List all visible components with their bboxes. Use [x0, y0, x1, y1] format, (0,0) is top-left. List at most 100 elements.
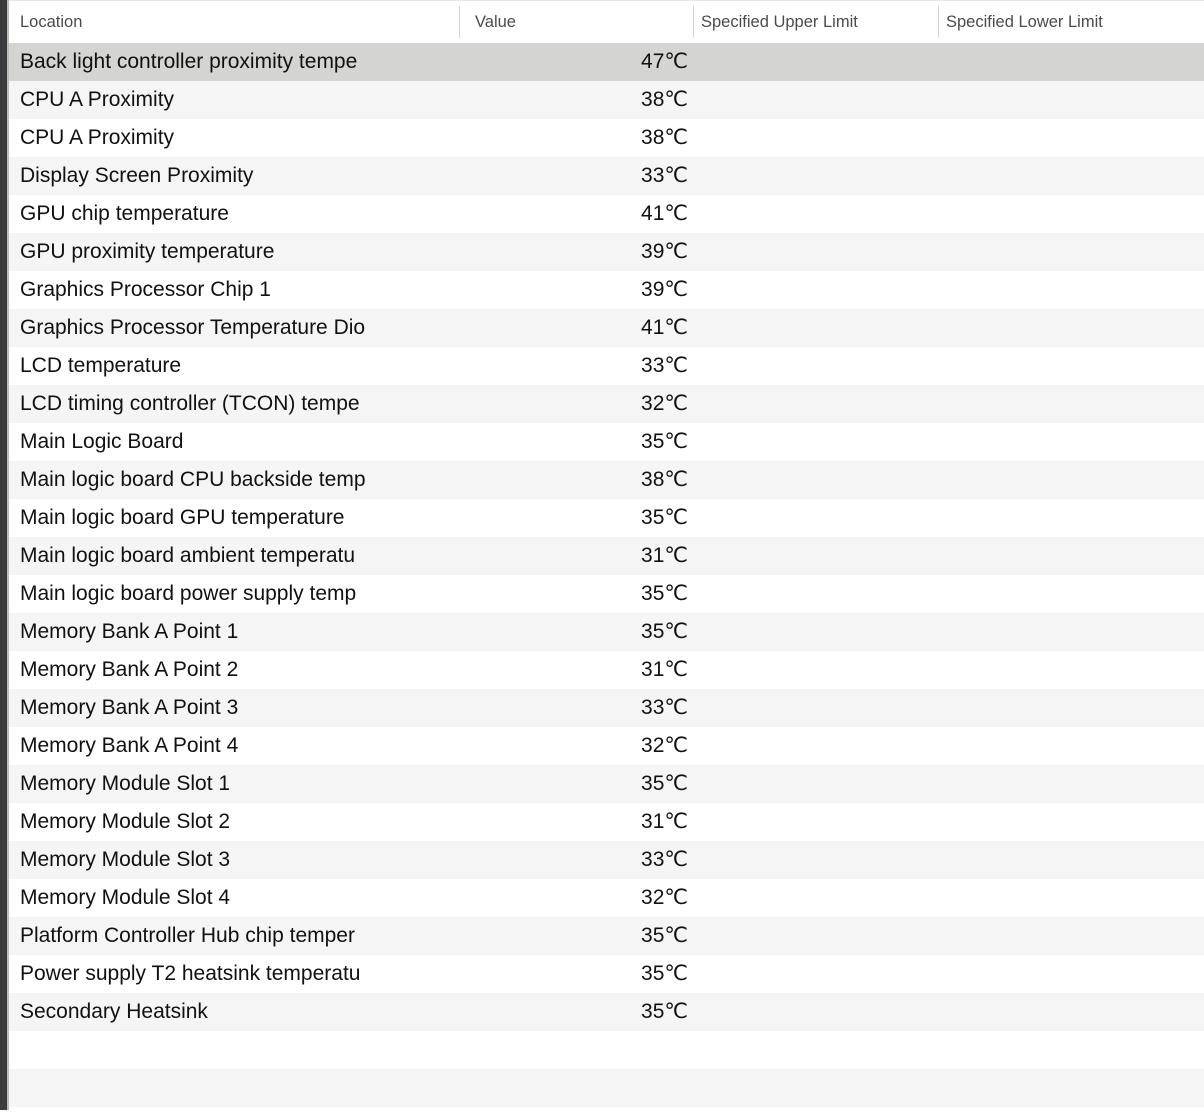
- location-cell: CPU A Proximity: [20, 88, 175, 111]
- table-row[interactable]: Memory Module Slot 2 31℃: [9, 803, 1204, 841]
- table-row[interactable]: Memory Bank A Point 4 32℃: [9, 727, 1204, 765]
- table-row[interactable]: GPU proximity temperature 39℃: [9, 233, 1204, 271]
- table-header: Location Value Specified Upper Limit Spe…: [9, 0, 1204, 43]
- location-cell: Memory Module Slot 2: [20, 810, 231, 833]
- location-cell: GPU proximity temperature: [20, 240, 275, 263]
- lower-limit-cell: [939, 879, 1204, 917]
- table-row[interactable]: LCD timing controller (TCON) tempe 32℃: [9, 385, 1204, 423]
- location-cell: Main logic board CPU backside temp: [20, 468, 366, 491]
- table-row[interactable]: Back light controller proximity tempe 47…: [9, 43, 1204, 81]
- lower-limit-cell: [939, 81, 1204, 119]
- upper-limit-cell: [694, 955, 939, 993]
- lower-limit-cell: [939, 651, 1204, 689]
- lower-limit-cell: [939, 993, 1204, 1031]
- table-row[interactable]: Main logic board ambient temperatu 31℃: [9, 537, 1204, 575]
- location-cell: Memory Module Slot 3: [20, 848, 231, 871]
- location-cell: Back light controller proximity tempe: [20, 50, 358, 73]
- upper-limit-cell: [694, 385, 939, 423]
- value-cell: 35℃: [641, 506, 688, 529]
- value-cell: 39℃: [641, 278, 688, 301]
- upper-limit-cell: [694, 43, 939, 81]
- value-cell: 33℃: [641, 848, 688, 871]
- lower-limit-cell: [939, 727, 1204, 765]
- table-row[interactable]: Memory Module Slot 3 33℃: [9, 841, 1204, 879]
- lower-limit-cell: [939, 499, 1204, 537]
- lower-limit-cell: [939, 955, 1204, 993]
- value-cell: 33℃: [641, 696, 688, 719]
- lower-limit-cell: [939, 119, 1204, 157]
- table-row[interactable]: Secondary Heatsink 35℃: [9, 993, 1204, 1031]
- lower-limit-cell: [939, 271, 1204, 309]
- table-row[interactable]: Graphics Processor Temperature Dio 41℃: [9, 309, 1204, 347]
- table-row[interactable]: Display Screen Proximity 33℃: [9, 157, 1204, 195]
- location-cell: Memory Module Slot 4: [20, 886, 231, 909]
- table-row[interactable]: Memory Module Slot 4 32℃: [9, 879, 1204, 917]
- upper-limit-cell: [694, 157, 939, 195]
- table-row[interactable]: Platform Controller Hub chip temper 35℃: [9, 917, 1204, 955]
- location-cell: Display Screen Proximity: [20, 164, 254, 187]
- location-cell: Platform Controller Hub chip temper: [20, 924, 355, 947]
- column-header-value[interactable]: Value: [460, 1, 694, 44]
- value-cell: 41℃: [641, 316, 688, 339]
- lower-limit-cell: [939, 613, 1204, 651]
- location-cell: Graphics Processor Chip 1: [20, 278, 271, 301]
- location-cell: Secondary Heatsink: [20, 1000, 208, 1023]
- table-row[interactable]: Main logic board CPU backside temp 38℃: [9, 461, 1204, 499]
- table-row[interactable]: Graphics Processor Chip 1 39℃: [9, 271, 1204, 309]
- value-cell: 33℃: [641, 354, 688, 377]
- location-cell: Main Logic Board: [20, 430, 184, 453]
- location-cell: Memory Bank A Point 2: [20, 658, 239, 681]
- window-left-edge-divider: [7, 0, 9, 1110]
- column-header-location[interactable]: Location: [9, 1, 460, 44]
- table-row[interactable]: CPU A Proximity 38℃: [9, 81, 1204, 119]
- upper-limit-cell: [694, 841, 939, 879]
- location-cell: LCD timing controller (TCON) tempe: [20, 392, 360, 415]
- column-header-specified-upper-limit[interactable]: Specified Upper Limit: [694, 1, 939, 44]
- table-row[interactable]: Main Logic Board 35℃: [9, 423, 1204, 461]
- upper-limit-cell: [694, 461, 939, 499]
- upper-limit-cell: [694, 309, 939, 347]
- value-cell: 32℃: [641, 392, 688, 415]
- location-cell: Main logic board ambient temperatu: [20, 544, 356, 567]
- location-cell: Main logic board power supply temp: [20, 582, 357, 605]
- value-cell: 33℃: [641, 164, 688, 187]
- table-row[interactable]: Power supply T2 heatsink temperatu 35℃: [9, 955, 1204, 993]
- lower-limit-cell: [939, 917, 1204, 955]
- table-row[interactable]: CPU A Proximity 38℃: [9, 119, 1204, 157]
- upper-limit-cell: [694, 271, 939, 309]
- window-left-edge: [0, 0, 7, 1110]
- value-cell: 41℃: [641, 202, 688, 225]
- table-row[interactable]: Memory Bank A Point 3 33℃: [9, 689, 1204, 727]
- table-row[interactable]: Main logic board GPU temperature 35℃: [9, 499, 1204, 537]
- value-cell: 35℃: [641, 924, 688, 947]
- location-cell: CPU A Proximity: [20, 126, 175, 149]
- table-body: Back light controller proximity tempe 47…: [9, 43, 1204, 1118]
- upper-limit-cell: [694, 81, 939, 119]
- upper-limit-cell: [694, 233, 939, 271]
- table-row[interactable]: Main logic board power supply temp 35℃: [9, 575, 1204, 613]
- lower-limit-cell: [939, 689, 1204, 727]
- value-cell: 38℃: [641, 126, 688, 149]
- table-row[interactable]: Memory Bank A Point 2 31℃: [9, 651, 1204, 689]
- table-row[interactable]: Memory Bank A Point 1 35℃: [9, 613, 1204, 651]
- table-row[interactable]: LCD temperature 33℃: [9, 347, 1204, 385]
- upper-limit-cell: [694, 651, 939, 689]
- value-cell: 35℃: [641, 430, 688, 453]
- value-cell: 47℃: [641, 50, 688, 73]
- column-header-specified-lower-limit[interactable]: Specified Lower Limit: [946, 12, 1103, 31]
- value-cell: 32℃: [641, 734, 688, 757]
- table-row[interactable]: Memory Module Slot 1 35℃: [9, 765, 1204, 803]
- upper-limit-cell: [694, 537, 939, 575]
- location-cell: Main logic board GPU temperature: [20, 506, 345, 529]
- location-cell: Memory Bank A Point 3: [20, 696, 239, 719]
- lower-limit-cell: [939, 423, 1204, 461]
- location-cell: Memory Bank A Point 1: [20, 620, 239, 643]
- upper-limit-cell: [694, 195, 939, 233]
- value-cell: 31℃: [641, 810, 688, 833]
- upper-limit-cell: [694, 765, 939, 803]
- location-cell: GPU chip temperature: [20, 202, 229, 225]
- table-row[interactable]: GPU chip temperature 41℃: [9, 195, 1204, 233]
- value-cell: 31℃: [641, 658, 688, 681]
- lower-limit-cell: [939, 765, 1204, 803]
